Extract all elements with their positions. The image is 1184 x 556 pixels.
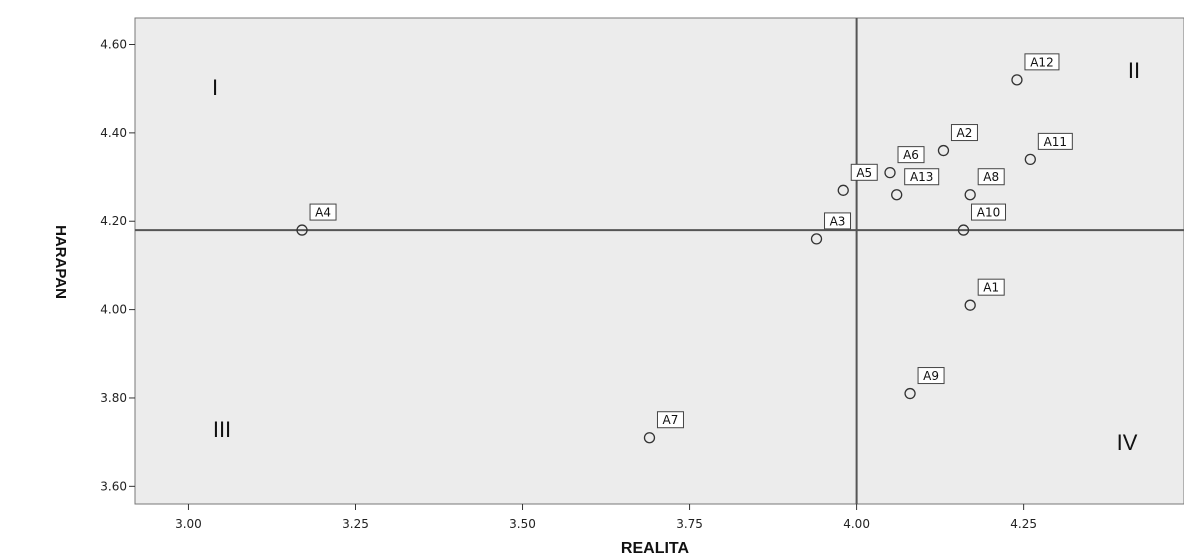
point-label-box [1024, 53, 1060, 71]
y-axis-title: HARAPAN [52, 225, 69, 299]
quadrant-label: IV [1117, 430, 1138, 455]
point-label-box [950, 124, 978, 142]
x-tick-label: 3.25 [342, 517, 369, 531]
point-label: A2 [957, 126, 973, 140]
y-tick-label: 3.80 [100, 391, 127, 405]
y-tick-label: 4.60 [100, 38, 127, 52]
point-label-box [917, 367, 945, 385]
point-label: A6 [903, 148, 919, 162]
y-tick-label: 3.60 [100, 479, 127, 493]
data-point [957, 224, 970, 236]
point-label-box [904, 168, 940, 186]
data-point [904, 387, 916, 400]
data-point [1024, 153, 1036, 166]
point-label: A4 [315, 206, 331, 220]
point-label: A7 [663, 413, 679, 427]
point-label: A5 [856, 166, 872, 180]
y-tick-label: 4.00 [100, 303, 127, 317]
data-point [643, 432, 656, 444]
data-point [964, 189, 976, 201]
quadrant-label: III [213, 417, 231, 442]
data-point [810, 233, 823, 245]
data-point [964, 299, 976, 311]
point-label-box [824, 212, 852, 230]
point-label: A9 [923, 369, 939, 383]
quadrant-label: I [212, 75, 218, 100]
point-label: A3 [830, 214, 846, 228]
point-label-box [977, 168, 1005, 186]
point-label: A10 [977, 206, 1000, 220]
point-label-box [850, 163, 878, 181]
x-tick-label: 3.75 [676, 517, 703, 531]
point-label-box [309, 203, 337, 221]
x-tick-label: 4.25 [1010, 517, 1037, 531]
point-label-box [656, 411, 684, 429]
x-tick-label: 3.00 [175, 517, 202, 531]
point-label-box [897, 146, 925, 164]
point-label: A13 [910, 170, 933, 184]
data-point [1011, 74, 1023, 86]
point-label-box [977, 278, 1005, 296]
plot-area [134, 17, 1184, 505]
data-point [937, 144, 950, 157]
point-label-box [1037, 132, 1073, 150]
y-tick-label: 4.40 [100, 126, 127, 140]
data-point [296, 224, 308, 236]
point-label-box [971, 203, 1007, 221]
data-point [891, 189, 903, 201]
point-label: A11 [1044, 135, 1067, 149]
x-axis-title: REALITA [621, 540, 690, 556]
point-label: A1 [983, 281, 999, 295]
x-tick-label: 4.00 [843, 517, 870, 531]
x-tick-label: 3.50 [509, 517, 536, 531]
quadrant-label: II [1128, 58, 1140, 83]
data-point [884, 166, 896, 179]
data-point [837, 184, 849, 196]
y-tick-label: 4.20 [100, 214, 127, 228]
point-label: A8 [983, 170, 999, 184]
point-label: A12 [1030, 55, 1053, 69]
